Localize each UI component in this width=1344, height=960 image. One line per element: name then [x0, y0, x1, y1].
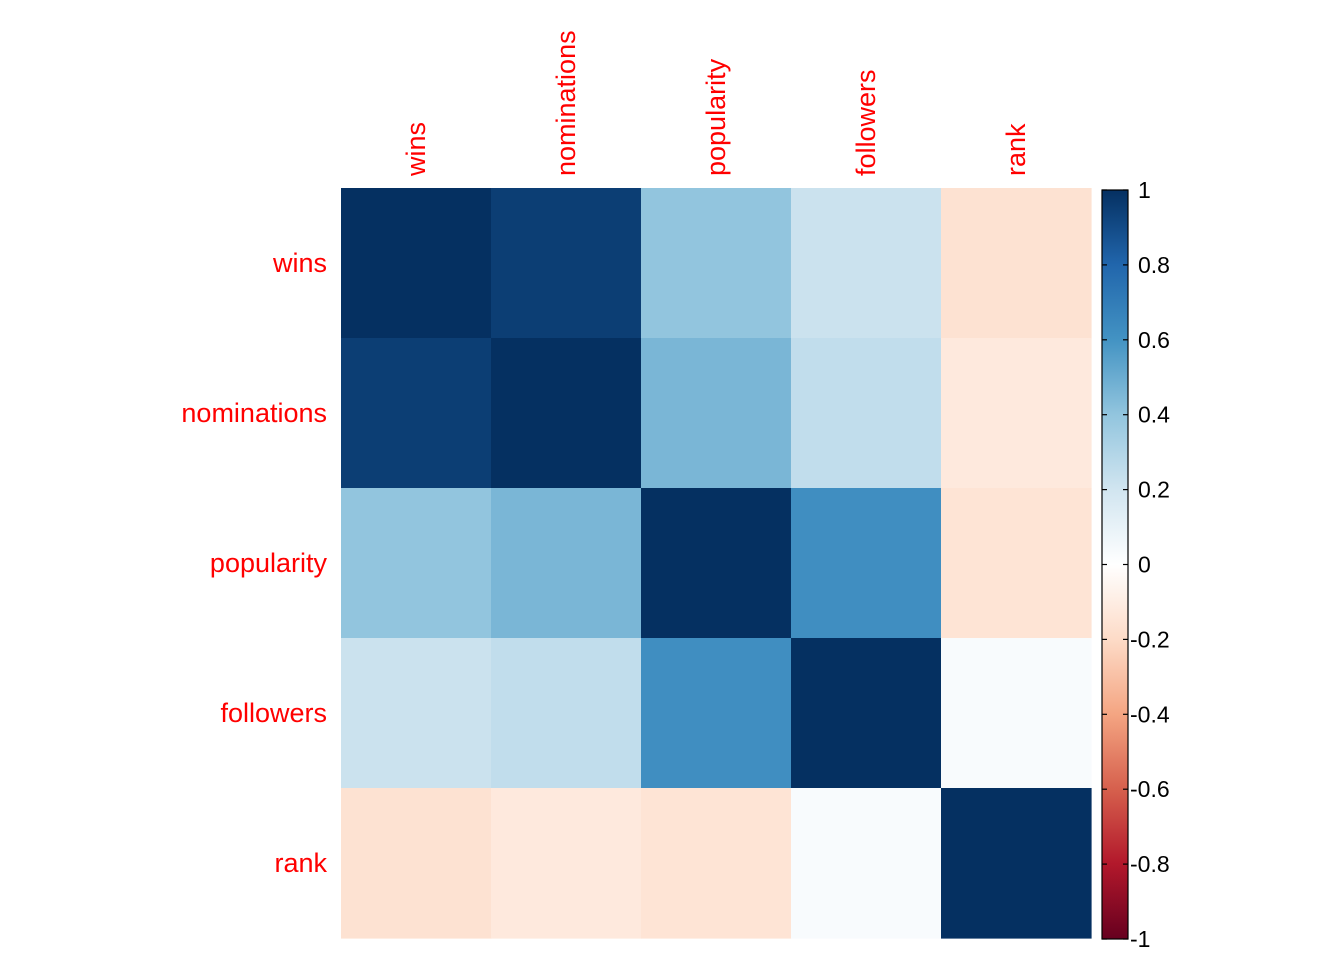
column-label-nominations: nominations: [551, 30, 581, 176]
colorbar-tick-label: 0: [1138, 552, 1151, 578]
heatmap-cell-nominations-followers: [791, 338, 942, 489]
heatmap-cell-rank-wins: [341, 788, 492, 939]
heatmap-cell-rank-nominations: [491, 788, 642, 939]
heatmap-cell-nominations-nominations: [491, 338, 642, 489]
heatmap-cell-followers-followers: [791, 638, 942, 789]
colorbar-tick-label: -0.2: [1130, 626, 1170, 652]
heatmap-cell-nominations-rank: [941, 338, 1092, 489]
column-label-popularity: popularity: [701, 58, 731, 176]
heatmap-cell-rank-followers: [791, 788, 942, 939]
column-labels: wins nominations popularity followers rank: [401, 30, 1031, 177]
heatmap-cell-nominations-wins: [341, 338, 492, 489]
heatmap-cell-wins-wins: [341, 188, 492, 339]
heatmap-cell-wins-rank: [941, 188, 1092, 339]
heatmap-cell-wins-followers: [791, 188, 942, 339]
colorbar-tick-label: 1: [1138, 177, 1151, 203]
colorbar-tick-label: -0.4: [1130, 701, 1170, 727]
column-label-rank: rank: [1001, 123, 1031, 176]
colorbar-tick-label: 0.8: [1138, 252, 1170, 278]
heatmap-cell-popularity-followers: [791, 488, 942, 639]
colorbar-tick-label: 0.6: [1138, 327, 1170, 353]
heatmap-cell-rank-popularity: [641, 788, 792, 939]
heatmap-cell-popularity-nominations: [491, 488, 642, 639]
heatmap-cell-followers-rank: [941, 638, 1092, 789]
colorbar-tick-label: -0.6: [1130, 776, 1170, 802]
heatmap-cell-popularity-wins: [341, 488, 492, 639]
row-label-followers: followers: [220, 698, 327, 728]
row-label-nominations: nominations: [181, 398, 327, 428]
colorbar-tick-label: 0.2: [1138, 477, 1170, 503]
row-label-popularity: popularity: [210, 548, 328, 578]
heatmap-cell-popularity-rank: [941, 488, 1092, 639]
row-labels: wins nominations popularity followers rank: [181, 248, 327, 878]
heatmap-cell-followers-popularity: [641, 638, 792, 789]
heatmap-cell-nominations-popularity: [641, 338, 792, 489]
heatmap-cell-followers-nominations: [491, 638, 642, 789]
heatmap-cell-rank-rank: [941, 788, 1092, 939]
row-label-wins: wins: [272, 248, 327, 278]
heatmap-cells: [341, 188, 1092, 939]
column-label-followers: followers: [851, 69, 881, 176]
heatmap-cell-wins-popularity: [641, 188, 792, 339]
colorbar-tick-label: 0.4: [1138, 402, 1170, 428]
heatmap-cell-followers-wins: [341, 638, 492, 789]
heatmap-cell-wins-nominations: [491, 188, 642, 339]
colorbar: 1 0.8 0.6 0.4 0.2 0 -0.2 -0.4 -0.6 -0.8 -1: [1101, 177, 1170, 952]
column-label-wins: wins: [401, 122, 431, 177]
row-label-rank: rank: [274, 848, 327, 878]
colorbar-tick-label: -0.8: [1130, 851, 1170, 877]
heatmap-cell-popularity-popularity: [641, 488, 792, 639]
colorbar-tick-label: -1: [1130, 926, 1150, 952]
